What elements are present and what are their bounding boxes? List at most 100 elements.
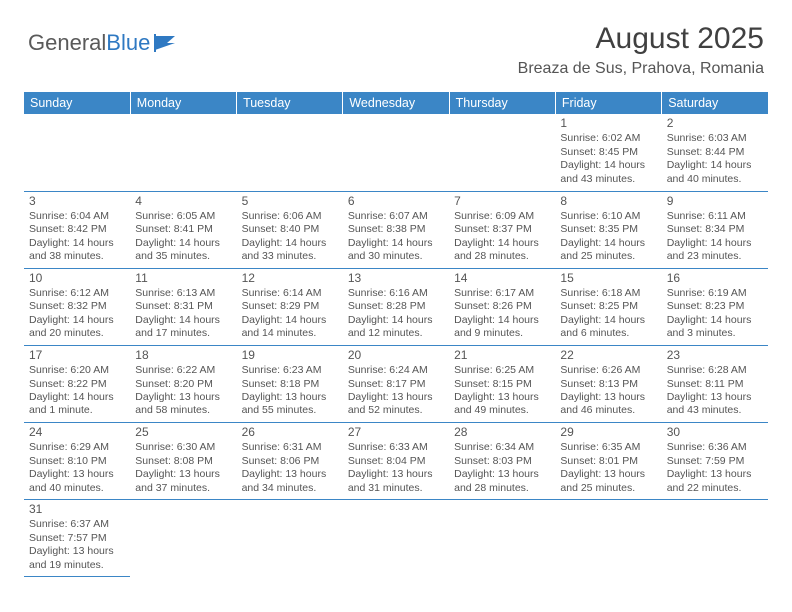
daylight-line: Daylight: 13 hours and 31 minutes. bbox=[348, 468, 444, 495]
day-number: 13 bbox=[348, 271, 444, 286]
day-number: 16 bbox=[667, 271, 763, 286]
day-number: 3 bbox=[29, 194, 125, 209]
sunrise-line: Sunrise: 6:11 AM bbox=[667, 210, 763, 223]
sunset-line: Sunset: 8:32 PM bbox=[29, 300, 125, 313]
calendar-day-cell: 22Sunrise: 6:26 AMSunset: 8:13 PMDayligh… bbox=[555, 345, 661, 422]
sunrise-line: Sunrise: 6:28 AM bbox=[667, 364, 763, 377]
sunrise-line: Sunrise: 6:25 AM bbox=[454, 364, 550, 377]
sunset-line: Sunset: 8:25 PM bbox=[560, 300, 656, 313]
day-number: 24 bbox=[29, 425, 125, 440]
daylight-line: Daylight: 14 hours and 3 minutes. bbox=[667, 314, 763, 341]
day-number: 17 bbox=[29, 348, 125, 363]
daylight-line: Daylight: 13 hours and 46 minutes. bbox=[560, 391, 656, 418]
calendar-day-cell: 11Sunrise: 6:13 AMSunset: 8:31 PMDayligh… bbox=[130, 268, 236, 345]
sunrise-line: Sunrise: 6:13 AM bbox=[135, 287, 231, 300]
sunrise-line: Sunrise: 6:09 AM bbox=[454, 210, 550, 223]
calendar-day-cell: 19Sunrise: 6:23 AMSunset: 8:18 PMDayligh… bbox=[237, 345, 343, 422]
sunset-line: Sunset: 8:22 PM bbox=[29, 378, 125, 391]
day-number: 19 bbox=[242, 348, 338, 363]
calendar-day-cell: 14Sunrise: 6:17 AMSunset: 8:26 PMDayligh… bbox=[449, 268, 555, 345]
calendar-day-cell: 3Sunrise: 6:04 AMSunset: 8:42 PMDaylight… bbox=[24, 191, 130, 268]
sunset-line: Sunset: 8:31 PM bbox=[135, 300, 231, 313]
calendar-day-cell bbox=[24, 114, 130, 191]
calendar-day-cell: 7Sunrise: 6:09 AMSunset: 8:37 PMDaylight… bbox=[449, 191, 555, 268]
sunrise-line: Sunrise: 6:19 AM bbox=[667, 287, 763, 300]
calendar-body: 1Sunrise: 6:02 AMSunset: 8:45 PMDaylight… bbox=[24, 114, 768, 577]
sunrise-line: Sunrise: 6:14 AM bbox=[242, 287, 338, 300]
logo-text-2: Blue bbox=[106, 30, 150, 56]
sunrise-line: Sunrise: 6:03 AM bbox=[667, 132, 763, 145]
day-number: 8 bbox=[560, 194, 656, 209]
sunset-line: Sunset: 8:15 PM bbox=[454, 378, 550, 391]
daylight-line: Daylight: 13 hours and 34 minutes. bbox=[242, 468, 338, 495]
daylight-line: Daylight: 14 hours and 43 minutes. bbox=[560, 159, 656, 186]
calendar-day-cell bbox=[130, 499, 236, 576]
sunset-line: Sunset: 8:03 PM bbox=[454, 455, 550, 468]
day-header: Friday bbox=[555, 92, 661, 114]
calendar-week-row: 31Sunrise: 6:37 AMSunset: 7:57 PMDayligh… bbox=[24, 499, 768, 576]
daylight-line: Daylight: 14 hours and 25 minutes. bbox=[560, 237, 656, 264]
sunset-line: Sunset: 8:04 PM bbox=[348, 455, 444, 468]
calendar-day-cell: 27Sunrise: 6:33 AMSunset: 8:04 PMDayligh… bbox=[343, 422, 449, 499]
day-number: 26 bbox=[242, 425, 338, 440]
daylight-line: Daylight: 14 hours and 9 minutes. bbox=[454, 314, 550, 341]
calendar-day-cell: 10Sunrise: 6:12 AMSunset: 8:32 PMDayligh… bbox=[24, 268, 130, 345]
calendar-day-cell bbox=[130, 114, 236, 191]
daylight-line: Daylight: 14 hours and 38 minutes. bbox=[29, 237, 125, 264]
day-number: 25 bbox=[135, 425, 231, 440]
sunrise-line: Sunrise: 6:35 AM bbox=[560, 441, 656, 454]
day-header-row: Sunday Monday Tuesday Wednesday Thursday… bbox=[24, 92, 768, 114]
calendar-day-cell: 23Sunrise: 6:28 AMSunset: 8:11 PMDayligh… bbox=[662, 345, 768, 422]
calendar-day-cell: 13Sunrise: 6:16 AMSunset: 8:28 PMDayligh… bbox=[343, 268, 449, 345]
day-number: 12 bbox=[242, 271, 338, 286]
daylight-line: Daylight: 14 hours and 33 minutes. bbox=[242, 237, 338, 264]
day-number: 9 bbox=[667, 194, 763, 209]
day-number: 27 bbox=[348, 425, 444, 440]
calendar-table: Sunday Monday Tuesday Wednesday Thursday… bbox=[24, 92, 768, 577]
daylight-line: Daylight: 14 hours and 30 minutes. bbox=[348, 237, 444, 264]
daylight-line: Daylight: 13 hours and 55 minutes. bbox=[242, 391, 338, 418]
sunrise-line: Sunrise: 6:17 AM bbox=[454, 287, 550, 300]
logo-text-1: General bbox=[28, 30, 106, 56]
calendar-day-cell: 12Sunrise: 6:14 AMSunset: 8:29 PMDayligh… bbox=[237, 268, 343, 345]
daylight-line: Daylight: 14 hours and 40 minutes. bbox=[667, 159, 763, 186]
calendar-day-cell bbox=[449, 499, 555, 576]
daylight-line: Daylight: 13 hours and 52 minutes. bbox=[348, 391, 444, 418]
calendar-week-row: 24Sunrise: 6:29 AMSunset: 8:10 PMDayligh… bbox=[24, 422, 768, 499]
day-number: 10 bbox=[29, 271, 125, 286]
calendar-day-cell: 24Sunrise: 6:29 AMSunset: 8:10 PMDayligh… bbox=[24, 422, 130, 499]
daylight-line: Daylight: 14 hours and 6 minutes. bbox=[560, 314, 656, 341]
sunset-line: Sunset: 7:57 PM bbox=[29, 532, 125, 545]
sunrise-line: Sunrise: 6:30 AM bbox=[135, 441, 231, 454]
sunset-line: Sunset: 8:37 PM bbox=[454, 223, 550, 236]
calendar-week-row: 3Sunrise: 6:04 AMSunset: 8:42 PMDaylight… bbox=[24, 191, 768, 268]
sunset-line: Sunset: 8:28 PM bbox=[348, 300, 444, 313]
day-number: 5 bbox=[242, 194, 338, 209]
daylight-line: Daylight: 13 hours and 25 minutes. bbox=[560, 468, 656, 495]
sunrise-line: Sunrise: 6:29 AM bbox=[29, 441, 125, 454]
daylight-line: Daylight: 13 hours and 28 minutes. bbox=[454, 468, 550, 495]
daylight-line: Daylight: 13 hours and 40 minutes. bbox=[29, 468, 125, 495]
page-header: GeneralBlue August 2025 Breaza de Sus, P… bbox=[0, 0, 792, 86]
sunset-line: Sunset: 8:06 PM bbox=[242, 455, 338, 468]
sunset-line: Sunset: 8:29 PM bbox=[242, 300, 338, 313]
daylight-line: Daylight: 13 hours and 37 minutes. bbox=[135, 468, 231, 495]
calendar-day-cell: 8Sunrise: 6:10 AMSunset: 8:35 PMDaylight… bbox=[555, 191, 661, 268]
calendar-day-cell: 6Sunrise: 6:07 AMSunset: 8:38 PMDaylight… bbox=[343, 191, 449, 268]
daylight-line: Daylight: 13 hours and 49 minutes. bbox=[454, 391, 550, 418]
daylight-line: Daylight: 13 hours and 43 minutes. bbox=[667, 391, 763, 418]
sunset-line: Sunset: 8:13 PM bbox=[560, 378, 656, 391]
sunrise-line: Sunrise: 6:20 AM bbox=[29, 364, 125, 377]
sunrise-line: Sunrise: 6:24 AM bbox=[348, 364, 444, 377]
calendar-week-row: 17Sunrise: 6:20 AMSunset: 8:22 PMDayligh… bbox=[24, 345, 768, 422]
sunrise-line: Sunrise: 6:23 AM bbox=[242, 364, 338, 377]
daylight-line: Daylight: 14 hours and 1 minute. bbox=[29, 391, 125, 418]
calendar-day-cell bbox=[555, 499, 661, 576]
day-header: Tuesday bbox=[237, 92, 343, 114]
sunrise-line: Sunrise: 6:06 AM bbox=[242, 210, 338, 223]
calendar-day-cell bbox=[343, 499, 449, 576]
calendar-day-cell: 1Sunrise: 6:02 AMSunset: 8:45 PMDaylight… bbox=[555, 114, 661, 191]
daylight-line: Daylight: 14 hours and 12 minutes. bbox=[348, 314, 444, 341]
calendar-week-row: 1Sunrise: 6:02 AMSunset: 8:45 PMDaylight… bbox=[24, 114, 768, 191]
calendar-day-cell: 30Sunrise: 6:36 AMSunset: 7:59 PMDayligh… bbox=[662, 422, 768, 499]
